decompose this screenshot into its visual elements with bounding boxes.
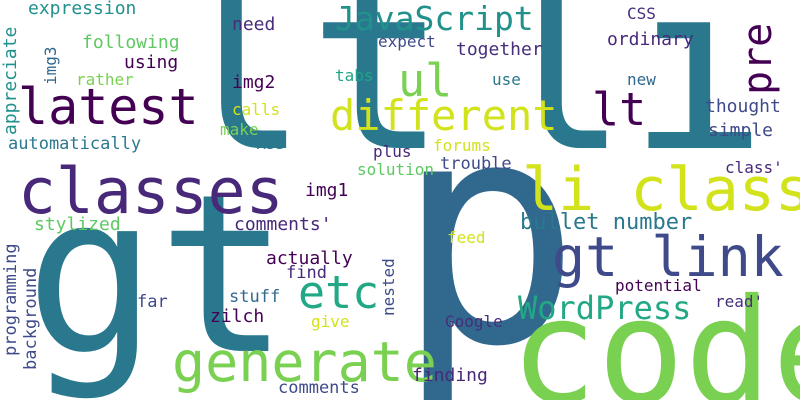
word-css: CSS — [627, 4, 656, 23]
word-gt: gt — [25, 147, 290, 400]
word-rather: rather — [76, 70, 134, 89]
word-give: give — [311, 312, 350, 331]
word-classes: classes — [18, 155, 284, 228]
word-expression: expression — [28, 0, 137, 19]
word-img2: img2 — [232, 72, 276, 93]
word-ul: ul — [398, 54, 453, 107]
word-programming: programming — [1, 243, 21, 356]
word-wordpress: WordPress — [518, 289, 692, 327]
word-tabs: tabs — [335, 66, 374, 85]
word-using: using — [124, 52, 179, 73]
word-zilch: zilch — [210, 306, 265, 327]
word-nested: nested — [379, 258, 398, 316]
word-following: following — [82, 32, 180, 53]
word-bullet-number: bullet number — [520, 210, 693, 235]
word-li-class: li class — [522, 155, 800, 225]
word-rss: RSS — [256, 134, 285, 153]
word-different: different — [330, 91, 558, 140]
word-stylized: stylized — [34, 214, 121, 235]
word-automatically: automatically — [8, 134, 142, 154]
word-p: p — [395, 54, 582, 400]
word-expect: expect — [378, 32, 436, 51]
word-far: far — [137, 292, 168, 312]
word-together: together — [456, 39, 543, 60]
word-lt-large: lt — [170, 0, 447, 203]
word-forums: forums — [433, 136, 491, 155]
word-etc: etc — [298, 266, 380, 319]
word-plus: plus — [373, 142, 412, 161]
word-google: Google — [445, 312, 503, 331]
word-comments-quote: comments' — [234, 214, 332, 235]
word-new: new — [627, 70, 656, 89]
word-gt-link: gt link — [552, 225, 784, 289]
word-pre: pre — [735, 22, 781, 95]
word-trouble: trouble — [440, 154, 512, 174]
word-img1: img1 — [305, 180, 349, 201]
word-solution: solution — [357, 160, 435, 179]
word-actually: actually — [266, 248, 353, 269]
word-need: need — [232, 14, 276, 35]
word-generate: generate — [172, 330, 437, 394]
word-code: code — [510, 268, 800, 400]
word-find: find — [286, 263, 327, 283]
word-comments: comments — [278, 378, 360, 398]
word-class-quote: class' — [725, 158, 783, 177]
word-potential: potential — [615, 276, 702, 295]
word-lt-small: lt — [592, 83, 647, 136]
word-feed: feed — [447, 228, 486, 247]
word-read-quote: read' — [715, 292, 764, 311]
word-use: use — [492, 70, 521, 89]
word-background: background — [21, 267, 41, 370]
word-javascript: JavaScript — [335, 0, 534, 38]
word-simple: simple — [708, 120, 774, 141]
word-latest: latest — [18, 78, 199, 136]
word-ordinary: ordinary — [607, 29, 694, 50]
word-stuff: stuff — [229, 287, 281, 307]
word-li-large: li — [490, 0, 767, 203]
word-calls: calls — [232, 100, 281, 119]
word-finding: finding — [412, 365, 488, 386]
word-make: make — [220, 120, 259, 139]
word-appreciate: appreciate — [0, 26, 21, 135]
word-img3: img3 — [41, 46, 60, 85]
word-thought: thought — [705, 96, 781, 117]
